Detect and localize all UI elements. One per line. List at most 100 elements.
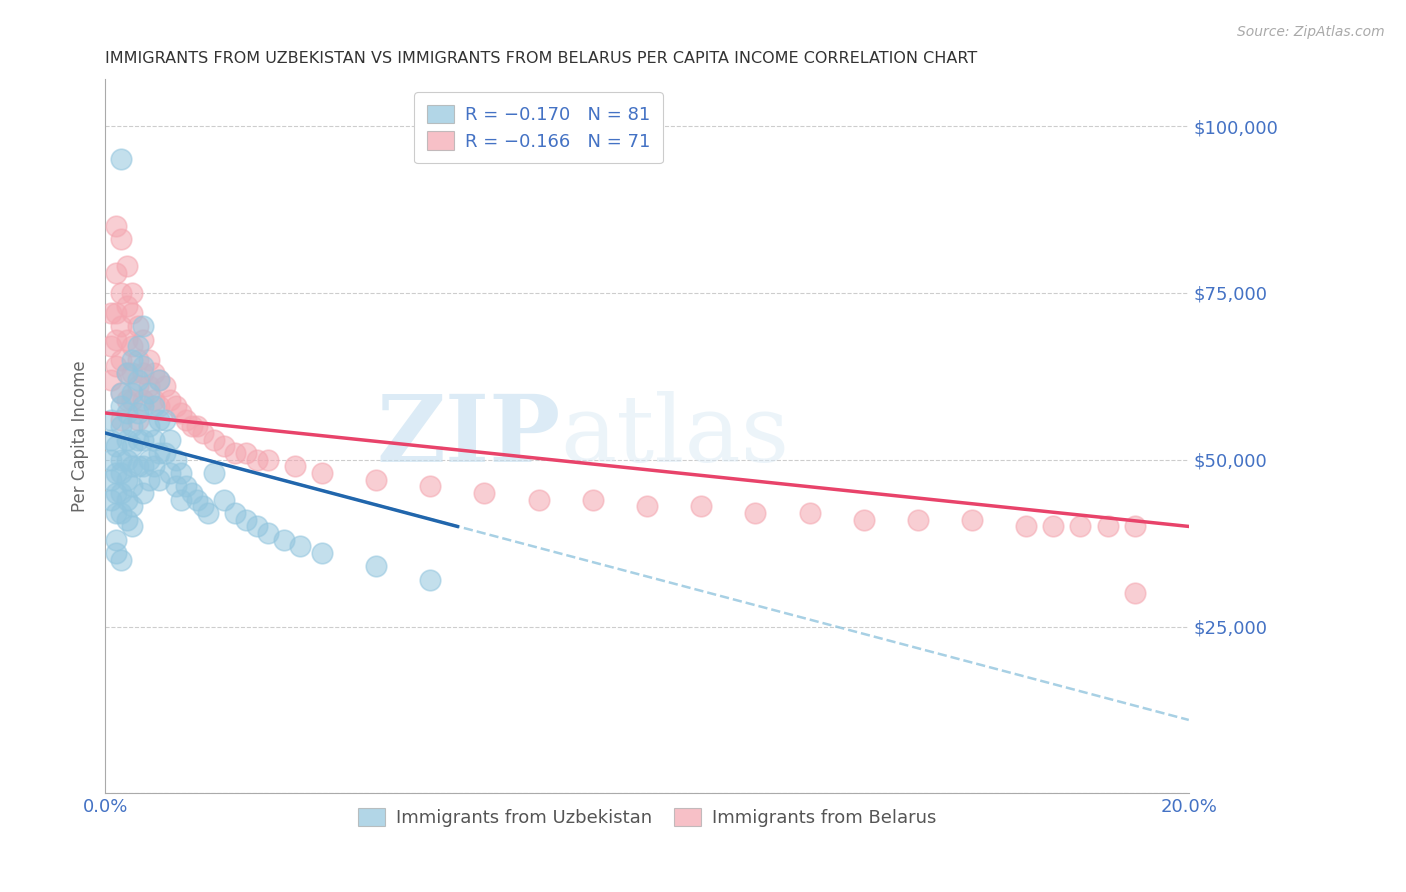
- Point: [143, 433, 166, 447]
- Point: [100, 306, 122, 320]
- Point: [202, 466, 225, 480]
- Text: atlas: atlas: [561, 392, 790, 482]
- Point: [132, 359, 155, 374]
- Point: [115, 366, 138, 380]
- Point: [115, 259, 138, 273]
- Point: [121, 519, 143, 533]
- Point: [127, 406, 149, 420]
- Point: [105, 506, 128, 520]
- Point: [115, 406, 138, 420]
- Point: [366, 559, 388, 574]
- Point: [143, 400, 166, 414]
- Point: [105, 266, 128, 280]
- Point: [170, 466, 193, 480]
- Point: [159, 466, 181, 480]
- Point: [127, 352, 149, 367]
- Point: [191, 425, 214, 440]
- Point: [159, 433, 181, 447]
- Point: [110, 466, 132, 480]
- Point: [115, 299, 138, 313]
- Point: [105, 333, 128, 347]
- Point: [1069, 519, 1091, 533]
- Point: [419, 573, 441, 587]
- Point: [100, 452, 122, 467]
- Point: [165, 452, 187, 467]
- Legend: Immigrants from Uzbekistan, Immigrants from Belarus: Immigrants from Uzbekistan, Immigrants f…: [350, 800, 943, 834]
- Point: [148, 400, 170, 414]
- Point: [121, 352, 143, 367]
- Point: [100, 433, 122, 447]
- Point: [127, 319, 149, 334]
- Text: ZIP: ZIP: [375, 392, 561, 482]
- Point: [290, 540, 312, 554]
- Point: [110, 285, 132, 300]
- Point: [105, 546, 128, 560]
- Point: [214, 439, 236, 453]
- Point: [143, 392, 166, 407]
- Point: [311, 466, 333, 480]
- Point: [105, 466, 128, 480]
- Text: Source: ZipAtlas.com: Source: ZipAtlas.com: [1237, 25, 1385, 39]
- Point: [138, 379, 160, 393]
- Point: [1042, 519, 1064, 533]
- Point: [202, 433, 225, 447]
- Point: [191, 500, 214, 514]
- Point: [110, 232, 132, 246]
- Point: [115, 473, 138, 487]
- Point: [1097, 519, 1119, 533]
- Point: [110, 386, 132, 401]
- Point: [110, 452, 132, 467]
- Point: [273, 533, 295, 547]
- Point: [121, 419, 143, 434]
- Point: [132, 486, 155, 500]
- Point: [121, 366, 143, 380]
- Point: [224, 446, 246, 460]
- Point: [165, 400, 187, 414]
- Point: [132, 366, 155, 380]
- Point: [110, 506, 132, 520]
- Point: [159, 392, 181, 407]
- Point: [115, 366, 138, 380]
- Point: [132, 333, 155, 347]
- Point: [115, 333, 138, 347]
- Point: [110, 412, 132, 426]
- Point: [148, 373, 170, 387]
- Point: [115, 513, 138, 527]
- Point: [121, 285, 143, 300]
- Point: [127, 412, 149, 426]
- Point: [132, 459, 155, 474]
- Point: [127, 433, 149, 447]
- Point: [582, 492, 605, 507]
- Point: [180, 486, 202, 500]
- Point: [115, 433, 138, 447]
- Point: [127, 373, 149, 387]
- Point: [907, 513, 929, 527]
- Point: [527, 492, 550, 507]
- Point: [110, 400, 132, 414]
- Point: [170, 492, 193, 507]
- Point: [186, 492, 208, 507]
- Point: [214, 492, 236, 507]
- Point: [148, 446, 170, 460]
- Point: [186, 419, 208, 434]
- Point: [105, 533, 128, 547]
- Point: [256, 526, 278, 541]
- Point: [474, 486, 496, 500]
- Point: [100, 412, 122, 426]
- Point: [246, 519, 269, 533]
- Point: [284, 459, 307, 474]
- Point: [121, 500, 143, 514]
- Point: [690, 500, 713, 514]
- Point: [132, 433, 155, 447]
- Point: [246, 452, 269, 467]
- Point: [143, 459, 166, 474]
- Point: [127, 459, 149, 474]
- Point: [153, 446, 176, 460]
- Point: [256, 452, 278, 467]
- Point: [1123, 586, 1146, 600]
- Point: [224, 506, 246, 520]
- Point: [121, 439, 143, 453]
- Point: [138, 473, 160, 487]
- Point: [744, 506, 766, 520]
- Point: [110, 352, 132, 367]
